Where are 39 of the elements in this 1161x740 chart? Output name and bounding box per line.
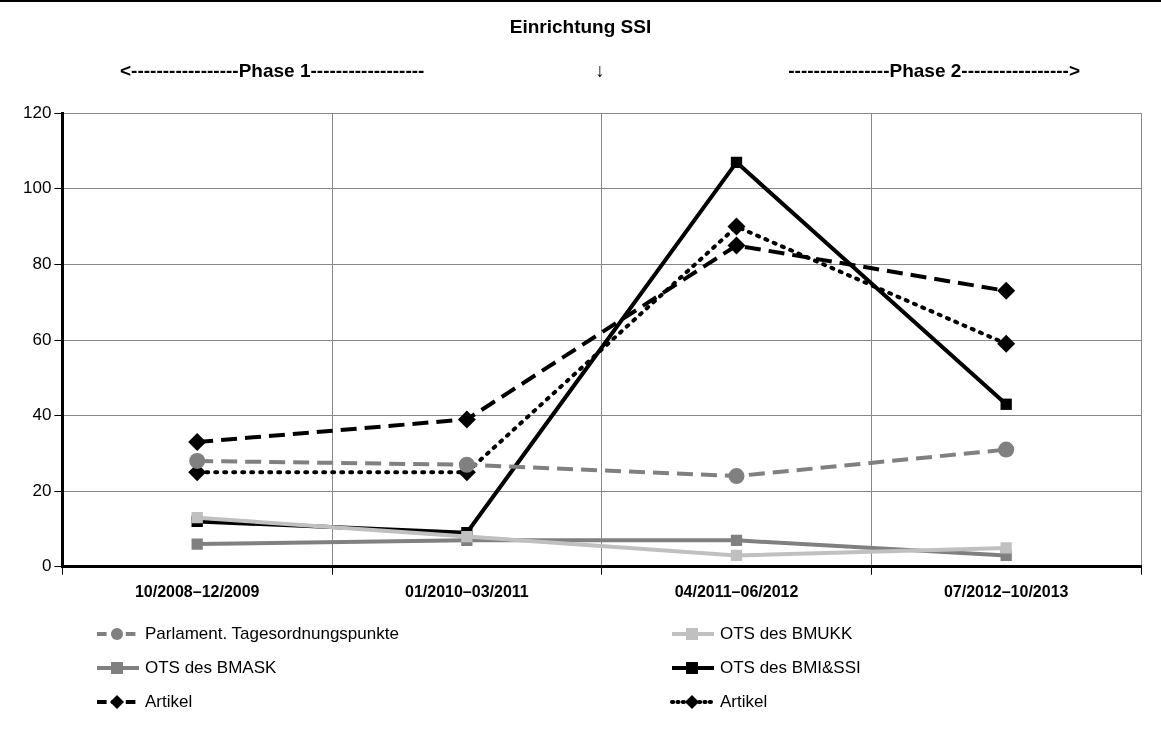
point xyxy=(727,217,746,236)
point xyxy=(189,452,206,469)
y-tick-label: 0 xyxy=(41,556,52,576)
point xyxy=(728,468,745,485)
point xyxy=(997,281,1016,300)
point xyxy=(457,410,476,429)
text: ↓ xyxy=(595,60,605,82)
legend-label: OTS des BMI&SSI xyxy=(720,658,861,678)
y-tick-label: 80 xyxy=(32,254,52,274)
legend-label: Parlament. Tagesordnungspunkte xyxy=(145,624,399,644)
chart-title: Einrichtung SSI xyxy=(508,16,653,38)
x-tick-label: 10/2008–12/2009 xyxy=(134,582,260,600)
text: <-----------------Phase 1------------------ xyxy=(120,60,425,82)
y-tick-label: 20 xyxy=(32,480,52,500)
point xyxy=(1000,398,1012,410)
legend-label: OTS des BMUKK xyxy=(720,624,853,644)
y-tick-label: 100 xyxy=(22,178,52,198)
point xyxy=(730,534,743,546)
point xyxy=(727,236,746,255)
legend-label: Artikel xyxy=(145,692,193,712)
point xyxy=(461,530,473,543)
point xyxy=(188,433,207,452)
point xyxy=(730,156,743,168)
x-tick-label: 01/2010–03/2011 xyxy=(405,582,529,600)
point xyxy=(997,334,1016,353)
legend-label: Artikel xyxy=(720,692,768,712)
y-tick-label: 40 xyxy=(32,405,52,425)
point xyxy=(458,456,475,473)
y-tick-label: 120 xyxy=(22,102,52,122)
text: ----------------Phase 2-----------------> xyxy=(788,60,1080,82)
x-tick-label: 04/2011–06/2012 xyxy=(674,582,799,600)
point xyxy=(191,512,203,524)
legend-label: OTS des BMASK xyxy=(145,658,277,678)
point xyxy=(1000,542,1012,554)
x-tick-label: 07/2012–10/2013 xyxy=(943,582,1069,600)
point xyxy=(191,538,203,550)
point xyxy=(730,549,743,562)
y-tick-label: 60 xyxy=(32,329,52,349)
point xyxy=(998,441,1015,458)
